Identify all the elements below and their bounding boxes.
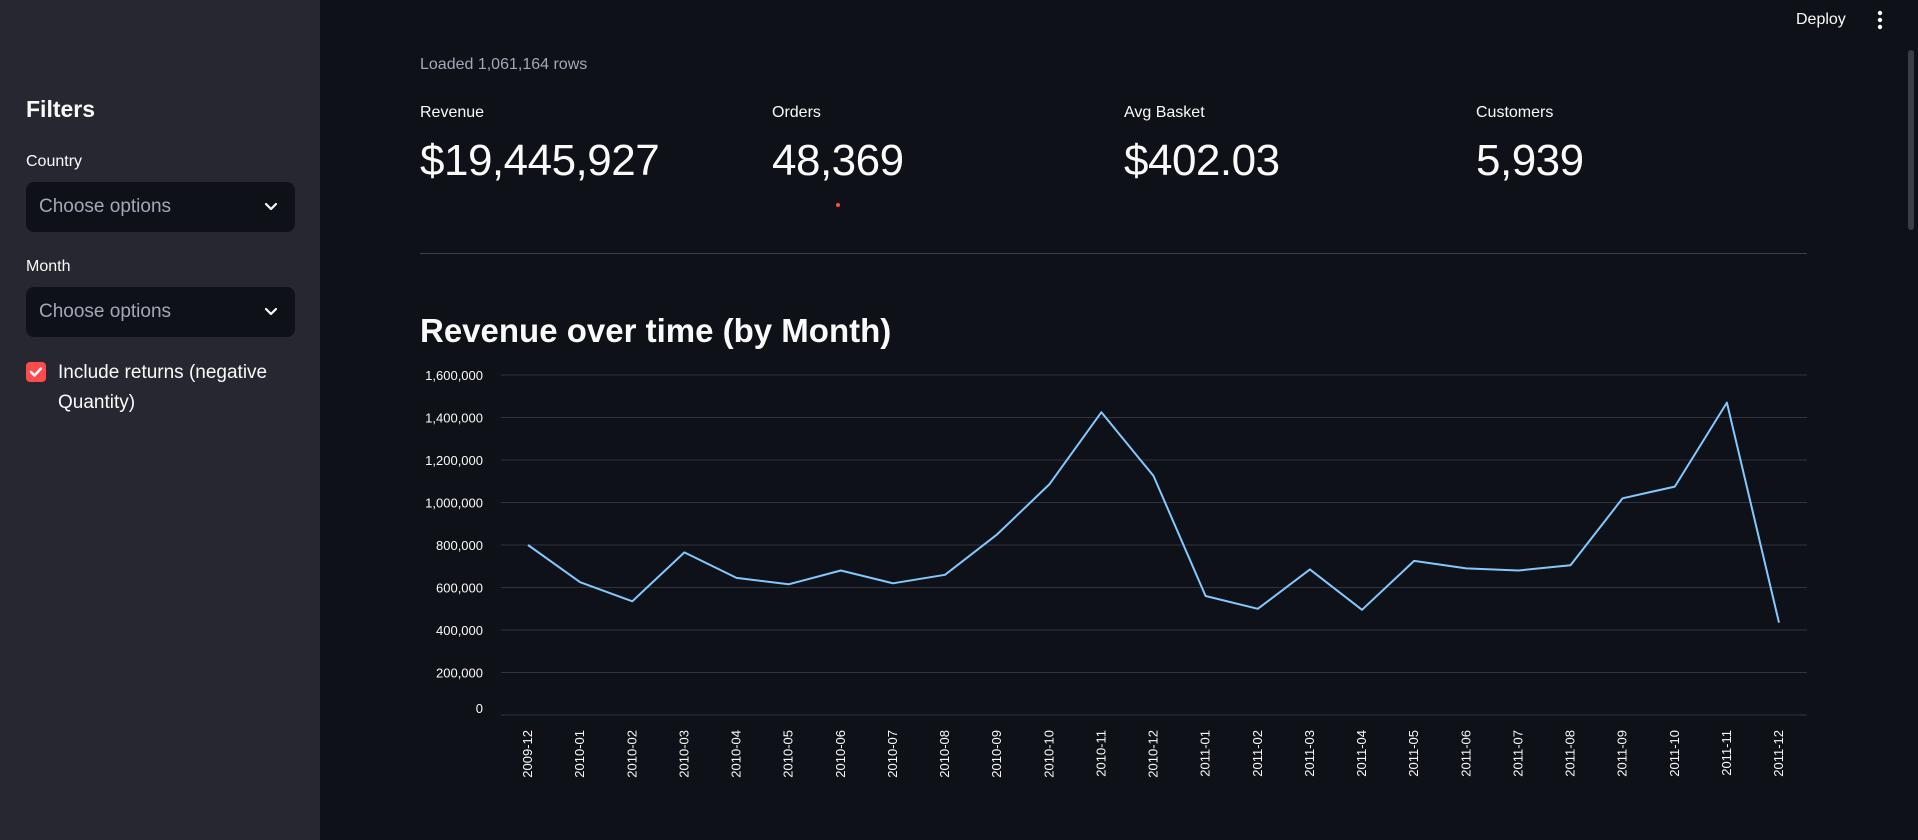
divider [420, 253, 1807, 254]
y-tick-label: 600,000 [436, 581, 483, 596]
deploy-button[interactable]: Deploy [1796, 11, 1846, 28]
metric-label: Revenue [420, 104, 485, 121]
country-select[interactable]: Choose options [26, 182, 295, 232]
month-select-placeholder: Choose options [39, 301, 172, 322]
x-tick-label: 2011-11 [1719, 730, 1734, 776]
x-tick-label: 2011-03 [1302, 730, 1317, 777]
x-tick-label: 2010-06 [833, 730, 848, 778]
metric-avg-basket: Avg Basket $402.03 [1124, 104, 1464, 186]
include-returns-checkbox[interactable] [26, 362, 46, 382]
metric-label: Avg Basket [1124, 104, 1205, 121]
kebab-menu-icon[interactable] [1872, 8, 1888, 32]
x-tick-label: 2011-07 [1510, 730, 1525, 777]
x-tick-label: 2011-10 [1667, 730, 1682, 777]
x-tick-label: 2010-12 [1146, 730, 1161, 778]
x-tick-label: 2009-12 [520, 730, 535, 778]
chevron-down-icon [261, 302, 281, 322]
month-select[interactable]: Choose options [26, 287, 295, 337]
x-tick-label: 2011-06 [1458, 730, 1473, 777]
y-tick-label: 1,400,000 [425, 411, 483, 426]
loaded-rows-text: Loaded 1,061,164 rows [420, 56, 588, 73]
x-tick-label: 2010-03 [676, 730, 691, 778]
y-tick-label: 800,000 [436, 538, 483, 553]
x-tick-label: 2010-11 [1093, 730, 1108, 777]
x-tick-label: 2010-07 [885, 730, 900, 778]
month-label: Month [26, 258, 71, 275]
check-icon [29, 367, 43, 377]
sidebar-title: Filters [26, 96, 96, 122]
x-tick-label: 2010-05 [781, 730, 796, 778]
x-tick-label: 2010-10 [1041, 730, 1056, 778]
x-tick-label: 2010-01 [572, 730, 587, 778]
y-tick-label: 1,000,000 [425, 496, 483, 511]
country-select-placeholder: Choose options [39, 196, 172, 217]
x-tick-label: 2011-01 [1198, 730, 1213, 777]
x-tick-label: 2010-02 [624, 730, 639, 778]
y-tick-label: 400,000 [436, 623, 483, 638]
metric-value: 48,369 [772, 136, 904, 185]
include-returns-checkbox-row[interactable]: Include returns (negative Quantity) [26, 358, 296, 418]
metric-label: Customers [1476, 104, 1554, 121]
metric-orders: Orders 48,369 [772, 104, 1112, 186]
include-returns-label: Include returns (negative Quantity) [58, 362, 268, 413]
metric-value: 5,939 [1476, 136, 1584, 185]
x-tick-label: 2010-09 [989, 730, 1004, 778]
metric-value: $402.03 [1124, 136, 1280, 185]
y-tick-label: 200,000 [436, 666, 483, 681]
metric-revenue: Revenue $19,445,927 [420, 104, 760, 186]
y-tick-label: 1,200,000 [425, 453, 483, 468]
x-tick-label: 2011-09 [1615, 730, 1630, 777]
x-tick-label: 2010-04 [729, 730, 744, 778]
revenue-line-chart: 0 200,000 400,000 600,000 800,000 1,000,000 1,… [425, 368, 1807, 778]
x-tick-label: 2011-05 [1406, 730, 1421, 777]
status-dot [836, 203, 840, 207]
metric-label: Orders [772, 104, 821, 121]
series-line [527, 401, 1780, 623]
x-tick-label: 2011-12 [1771, 730, 1786, 777]
chart-title: Revenue over time (by Month) [420, 312, 892, 349]
x-tick-label: 2011-04 [1354, 730, 1369, 777]
metric-customers: Customers 5,939 [1476, 104, 1816, 186]
y-tick-label: 0 [476, 701, 483, 716]
y-tick-label: 1,600,000 [425, 368, 483, 383]
chevron-down-icon [261, 197, 281, 217]
metric-value: $19,445,927 [420, 136, 660, 185]
sidebar: Filters Country Choose options Month Cho… [0, 0, 320, 840]
country-label: Country [26, 153, 83, 170]
x-tick-label: 2011-02 [1250, 730, 1265, 777]
x-tick-label: 2011-08 [1563, 730, 1578, 777]
x-tick-label: 2010-08 [937, 730, 952, 778]
scrollbar[interactable] [1908, 50, 1914, 230]
